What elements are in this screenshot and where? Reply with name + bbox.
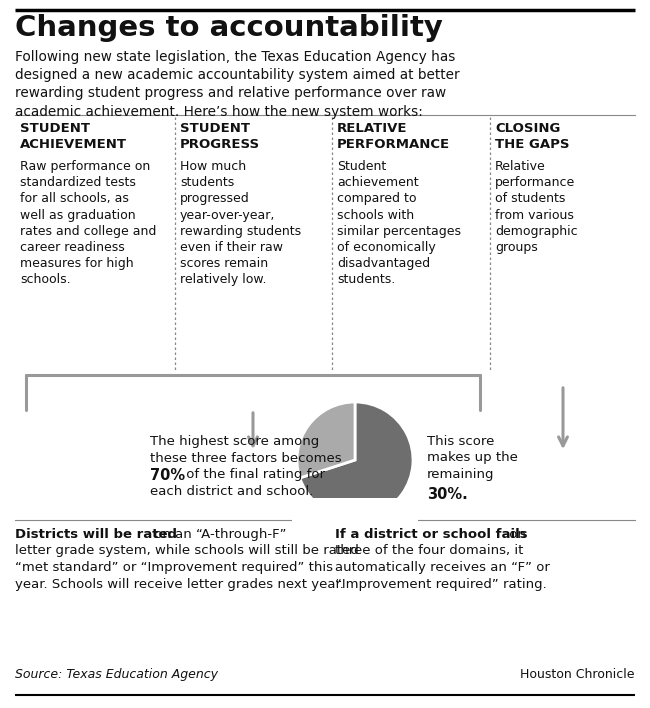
Bar: [292, 498, 418, 523]
Wedge shape: [300, 402, 413, 518]
Text: CLOSING
THE GAPS: CLOSING THE GAPS: [495, 122, 569, 151]
Text: Relative
performance
of students
from various
demographic
groups: Relative performance of students from va…: [495, 160, 578, 254]
Text: STUDENT
ACHIEVEMENT: STUDENT ACHIEVEMENT: [20, 122, 127, 151]
Text: The highest score among
these three factors becomes: The highest score among these three fact…: [150, 435, 342, 464]
Text: 30%.: 30%.: [427, 487, 468, 502]
Text: Districts will be rated: Districts will be rated: [15, 528, 177, 541]
Text: on: on: [504, 528, 525, 541]
Text: letter grade system, while schools will still be rated
“met standard” or “Improv: letter grade system, while schools will …: [15, 544, 359, 590]
Text: How much
students
progressed
year-over-year,
rewarding students
even if their ra: How much students progressed year-over-y…: [180, 160, 301, 287]
Text: If a district or school fails: If a district or school fails: [335, 528, 528, 541]
Text: Following new state legislation, the Texas Education Agency has
designed a new a: Following new state legislation, the Tex…: [15, 50, 460, 118]
Text: on an “A-through-F”: on an “A-through-F”: [150, 528, 286, 541]
Text: 70%: 70%: [150, 468, 185, 483]
Text: three of the four domains, it
automatically receives an “F” or
“Improvement requ: three of the four domains, it automatica…: [335, 544, 550, 590]
Text: Raw performance on
standardized tests
for all schools, as
well as graduation
rat: Raw performance on standardized tests fo…: [20, 160, 157, 287]
Text: Source: Texas Education Agency: Source: Texas Education Agency: [15, 668, 218, 681]
Text: This score
makes up the
remaining: This score makes up the remaining: [427, 435, 518, 481]
Text: STUDENT
PROGRESS: STUDENT PROGRESS: [180, 122, 260, 151]
Wedge shape: [297, 402, 355, 478]
Text: of the final rating for: of the final rating for: [182, 468, 325, 481]
Text: Student
achievement
compared to
schools with
similar percentages
of economically: Student achievement compared to schools …: [337, 160, 461, 287]
Text: Changes to accountability: Changes to accountability: [15, 14, 443, 42]
Text: Houston Chronicle: Houston Chronicle: [521, 668, 635, 681]
Text: RELATIVE
PERFORMANCE: RELATIVE PERFORMANCE: [337, 122, 450, 151]
Text: each district and school.: each district and school.: [150, 485, 313, 498]
